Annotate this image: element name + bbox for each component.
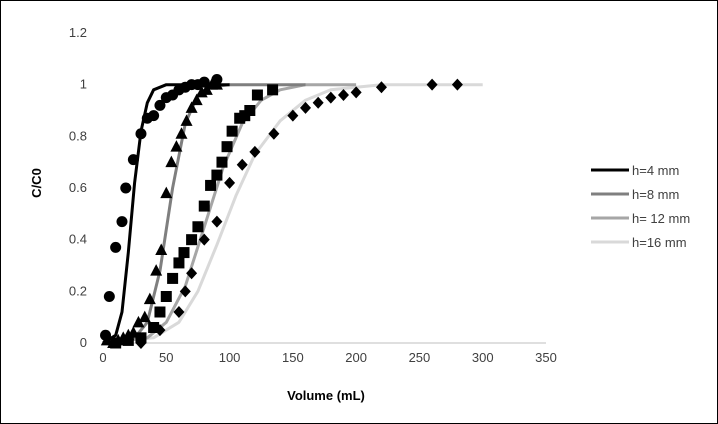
data-point-series-1 bbox=[110, 241, 122, 253]
y-tick-label: 0.2 bbox=[69, 283, 87, 298]
data-point-series-2 bbox=[155, 243, 168, 255]
fit-curve-series-1 bbox=[102, 83, 230, 345]
data-point-series-1 bbox=[154, 99, 166, 111]
legend: h=4 mm h=8 mm h= 12 mm h=16 mm bbox=[591, 163, 690, 250]
data-point-series-3 bbox=[251, 89, 263, 101]
data-point-series-3 bbox=[211, 169, 223, 181]
data-point-series-1 bbox=[116, 216, 128, 228]
data-markers bbox=[100, 74, 463, 349]
x-tick-label: 200 bbox=[345, 350, 367, 365]
data-point-series-4 bbox=[312, 96, 324, 109]
legend-label-series-3: h= 12 mm bbox=[632, 211, 690, 226]
x-tick-label: 250 bbox=[409, 350, 431, 365]
x-tick-label: 300 bbox=[472, 350, 494, 365]
legend-label-series-1: h=4 mm bbox=[632, 163, 679, 178]
y-axis-title: C/C0 bbox=[29, 168, 44, 198]
x-axis-title: Volume (mL) bbox=[287, 388, 365, 403]
data-point-series-2 bbox=[150, 264, 163, 276]
data-point-series-4 bbox=[350, 86, 362, 99]
x-tick-label: 100 bbox=[219, 350, 241, 365]
data-point-series-2 bbox=[190, 93, 203, 106]
data-point-series-3 bbox=[148, 322, 160, 333]
data-point-series-1 bbox=[135, 128, 147, 140]
data-point-series-4 bbox=[186, 267, 198, 280]
data-point-series-4 bbox=[135, 337, 147, 349]
data-point-series-3 bbox=[198, 200, 210, 212]
data-point-series-4 bbox=[300, 101, 312, 114]
data-point-series-4 bbox=[451, 78, 463, 91]
data-point-series-4 bbox=[426, 78, 438, 91]
data-point-series-3 bbox=[205, 179, 217, 191]
data-point-series-3 bbox=[244, 105, 256, 116]
y-tick-label: 1 bbox=[80, 77, 87, 92]
data-point-series-2 bbox=[180, 114, 193, 126]
fit-curve-series-4 bbox=[102, 83, 483, 345]
data-point-series-2 bbox=[138, 310, 151, 323]
data-point-series-3 bbox=[186, 234, 198, 246]
data-point-series-3 bbox=[221, 141, 233, 153]
data-point-series-4 bbox=[268, 127, 280, 140]
y-tick-label: 1.2 bbox=[69, 25, 87, 40]
data-point-series-2 bbox=[170, 140, 183, 152]
data-point-series-1 bbox=[127, 154, 139, 166]
data-point-series-4 bbox=[173, 306, 185, 318]
x-tick-label: 350 bbox=[535, 350, 557, 365]
y-tick-label: 0.8 bbox=[69, 128, 87, 143]
data-point-series-3 bbox=[122, 334, 134, 346]
y-tick-label: 0.6 bbox=[69, 180, 87, 195]
data-point-series-1 bbox=[103, 291, 115, 302]
data-point-series-4 bbox=[325, 91, 337, 104]
data-point-series-3 bbox=[160, 291, 172, 302]
data-point-series-3 bbox=[173, 257, 185, 269]
data-point-series-4 bbox=[287, 109, 299, 122]
data-point-series-3 bbox=[192, 221, 204, 233]
data-point-series-4 bbox=[337, 89, 349, 101]
data-point-series-4 bbox=[154, 324, 166, 337]
data-point-series-4 bbox=[211, 215, 223, 228]
data-point-series-2 bbox=[143, 292, 156, 305]
data-point-series-2 bbox=[175, 127, 188, 139]
x-tick-label: 0 bbox=[99, 350, 106, 365]
data-point-series-4 bbox=[179, 285, 191, 298]
tick-labels: 0 50 100 150 200 250 300 350 0 0.2 0.4 0.6 0.8 1 1.2 bbox=[69, 25, 557, 365]
data-point-series-3 bbox=[178, 247, 190, 259]
data-point-series-4 bbox=[375, 81, 387, 94]
data-point-series-2 bbox=[160, 186, 173, 199]
legend-label-series-4: h=16 mm bbox=[632, 235, 687, 250]
y-tick-label: 0 bbox=[80, 335, 87, 350]
x-tick-label: 50 bbox=[159, 350, 173, 365]
legend-label-series-2: h=8 mm bbox=[632, 187, 679, 202]
fit-curves bbox=[102, 83, 483, 345]
data-point-series-3 bbox=[267, 84, 279, 96]
x-tick-label: 150 bbox=[282, 350, 304, 365]
y-tick-label: 0.4 bbox=[69, 232, 87, 247]
data-point-series-2 bbox=[165, 155, 178, 168]
data-point-series-3 bbox=[226, 125, 238, 137]
data-point-series-1 bbox=[148, 110, 160, 122]
data-point-series-4 bbox=[236, 158, 248, 171]
data-point-series-3 bbox=[110, 337, 122, 349]
data-point-series-1 bbox=[120, 182, 132, 194]
data-point-series-4 bbox=[249, 145, 261, 158]
data-point-series-2 bbox=[100, 333, 113, 346]
data-point-series-3 bbox=[216, 156, 228, 168]
fit-curve-series-2 bbox=[102, 83, 306, 345]
data-point-series-4 bbox=[224, 176, 236, 189]
data-point-series-2 bbox=[210, 78, 223, 90]
data-point-series-3 bbox=[154, 306, 166, 318]
data-point-series-2 bbox=[132, 315, 145, 328]
data-point-series-3 bbox=[167, 272, 179, 284]
data-point-series-4 bbox=[198, 233, 210, 246]
data-point-series-2 bbox=[185, 101, 198, 113]
